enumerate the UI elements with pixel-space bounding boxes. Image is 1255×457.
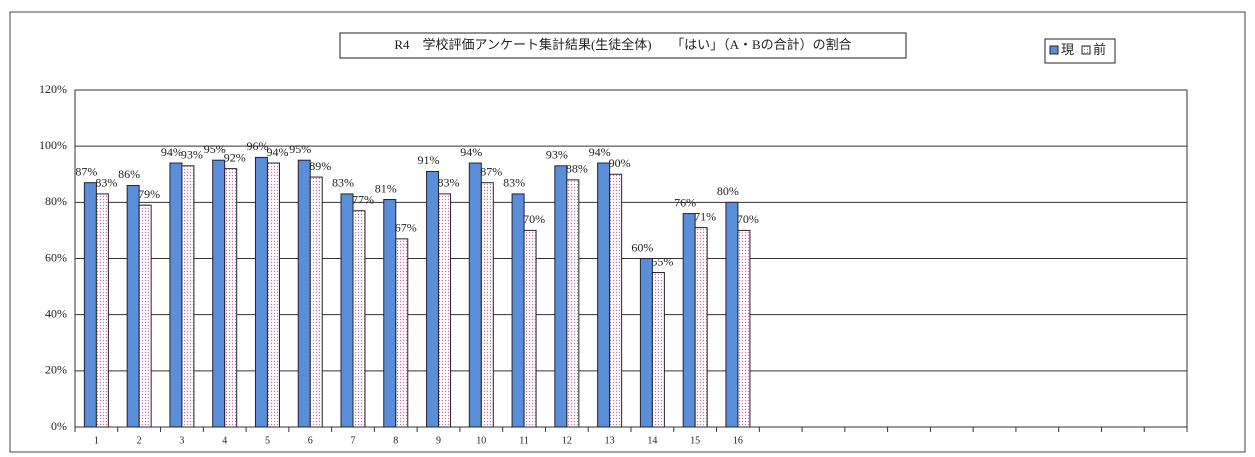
data-label: 94% [161, 145, 183, 159]
bar [309, 176, 323, 428]
y-tick-label: 20% [45, 363, 67, 377]
frame [9, 11, 1246, 453]
data-label: 95% [204, 142, 226, 156]
bar [468, 162, 482, 428]
x-tick-label: 6 [308, 435, 313, 446]
bar [83, 182, 97, 428]
bar [639, 258, 653, 428]
y-tick-label: 40% [45, 306, 67, 320]
data-label: 96% [246, 139, 268, 153]
bar [682, 213, 696, 428]
data-label: 86% [118, 167, 140, 181]
title-box [339, 32, 907, 59]
bar [480, 182, 494, 428]
data-label: 83% [503, 176, 525, 190]
x-tick-label: 11 [519, 435, 529, 446]
bar [597, 162, 611, 428]
bar [426, 170, 440, 428]
data-label: 88% [566, 162, 588, 176]
data-label: 71% [694, 209, 716, 223]
data-label: 83% [332, 176, 354, 190]
x-tick-label: 7 [351, 435, 356, 446]
x-tick-label: 10 [476, 435, 486, 446]
data-label: 76% [674, 195, 696, 209]
data-label: 95% [289, 142, 311, 156]
legend-label: 前 [1093, 42, 1106, 57]
x-tick-label: 3 [179, 435, 184, 446]
bar [266, 162, 280, 428]
data-label: 93% [181, 148, 203, 162]
bar [126, 184, 140, 428]
x-tick-label: 16 [733, 435, 743, 446]
bar [138, 204, 152, 428]
data-label: 77% [352, 193, 374, 207]
bar [566, 179, 580, 428]
data-label: 89% [309, 159, 331, 173]
x-tick-label: 8 [393, 435, 398, 446]
bar [725, 201, 739, 428]
y-tick-label: 100% [39, 138, 67, 152]
x-tick-label: 4 [222, 435, 227, 446]
data-label: 91% [418, 153, 440, 167]
data-label: 79% [138, 187, 160, 201]
x-tick-label: 15 [690, 435, 700, 446]
data-label: 60% [631, 240, 653, 254]
data-label: 87% [75, 164, 97, 178]
data-label: 94% [266, 145, 288, 159]
x-tick-label: 12 [562, 435, 572, 446]
bar [694, 227, 708, 428]
x-tick-label: 9 [436, 435, 441, 446]
bar [352, 210, 366, 428]
bar [609, 173, 623, 428]
bar [395, 238, 409, 428]
bar [554, 165, 568, 428]
x-tick-label: 1 [94, 435, 99, 446]
bar [181, 165, 195, 428]
data-label: 80% [717, 184, 739, 198]
y-tick-label: 0% [51, 419, 67, 433]
x-tick-label: 13 [605, 435, 615, 446]
data-label: 87% [480, 164, 502, 178]
y-tick-label: 60% [45, 250, 67, 264]
data-label: 70% [737, 212, 759, 226]
bar [212, 159, 226, 428]
bar [523, 229, 537, 428]
data-label: 93% [546, 148, 568, 162]
data-label: 92% [224, 150, 246, 164]
y-tick-label: 80% [45, 194, 67, 208]
legend-swatch [1049, 45, 1059, 55]
y-tick-label: 120% [39, 82, 67, 96]
x-tick-label: 14 [647, 435, 657, 446]
bar [224, 168, 238, 428]
data-label: 83% [438, 176, 460, 190]
bar [651, 272, 665, 428]
data-label: 83% [95, 176, 117, 190]
bar [169, 162, 183, 428]
bar [511, 193, 525, 428]
bar [438, 193, 452, 428]
x-tick-label: 5 [265, 435, 270, 446]
x-tick-label: 2 [137, 435, 142, 446]
legend-label: 現 [1061, 42, 1074, 57]
bar [254, 156, 268, 428]
data-label: 94% [460, 145, 482, 159]
bar [737, 229, 751, 428]
data-label: 67% [395, 221, 417, 235]
data-label: 94% [589, 145, 611, 159]
chart-title: R4 学校評価アンケート集計結果(生徒全体) 「はい」（A・Bの合計）の割合 [394, 37, 851, 52]
data-label: 81% [375, 181, 397, 195]
bar [340, 193, 354, 428]
data-label: 55% [651, 254, 673, 268]
bar [95, 193, 109, 428]
data-label: 70% [523, 212, 545, 226]
data-label: 90% [609, 156, 631, 170]
bar [297, 159, 311, 428]
legend-swatch [1081, 45, 1091, 55]
